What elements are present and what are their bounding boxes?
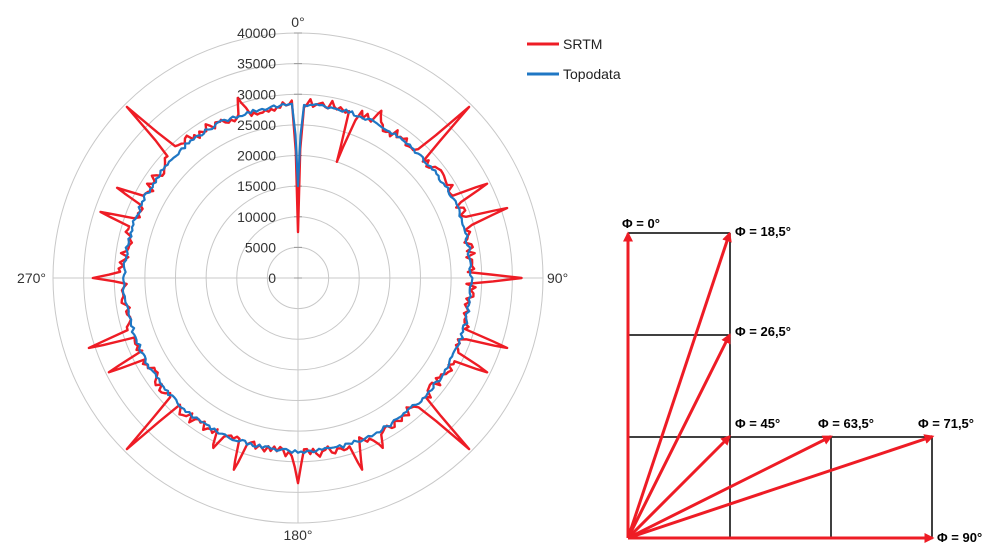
vector-arrow-5	[627, 434, 935, 540]
label-phi-90: Φ = 90°	[937, 530, 982, 545]
vector-arrow-4	[627, 435, 833, 540]
radial-tick-label: 10000	[237, 209, 276, 225]
polar-chart: 0 5000 10000 15000 20000 25000 30000 35000 40000…	[17, 14, 621, 543]
label-phi-71-5: Φ = 71,5°	[918, 416, 974, 431]
label-phi-26-5: Φ = 26,5°	[735, 324, 791, 339]
radial-tick-label: 40000	[237, 25, 276, 41]
radial-tick-label: 20000	[237, 148, 276, 164]
angle-label-0: 0°	[291, 14, 304, 30]
radial-tick-label: 25000	[237, 117, 276, 133]
vector-arrow-1	[626, 231, 732, 539]
label-phi-45: Φ = 45°	[735, 416, 780, 431]
radial-tick-label: 0	[268, 270, 276, 286]
vector-arrow-2	[626, 333, 731, 539]
radial-tick-label: 15000	[237, 178, 276, 194]
radial-tick-label: 5000	[245, 239, 276, 255]
legend: SRTM Topodata	[527, 36, 621, 82]
angle-label-90: 90°	[547, 270, 568, 286]
radial-tick-label: 30000	[237, 86, 276, 102]
vector-labels: Φ = 0° Φ = 18,5° Φ = 26,5° Φ = 45° Φ = 6…	[622, 216, 982, 545]
angle-label-180: 180°	[284, 527, 313, 543]
radial-tick-labels: 0 5000 10000 15000 20000 25000 30000 35000 40000	[237, 25, 276, 286]
legend-label-srtm: SRTM	[563, 36, 602, 52]
polar-series	[87, 96, 523, 485]
angle-label-270: 270°	[17, 270, 46, 286]
label-phi-0: Φ = 0°	[622, 216, 660, 231]
label-phi-63-5: Φ = 63,5°	[818, 416, 874, 431]
radial-tick-label: 35000	[237, 56, 276, 72]
vector-arrows	[623, 231, 935, 543]
series-line-topodata	[121, 102, 474, 455]
legend-label-topodata: Topodata	[563, 66, 621, 82]
vector-arrow-3	[626, 435, 731, 540]
vector-diagram: Φ = 0° Φ = 18,5° Φ = 26,5° Φ = 45° Φ = 6…	[622, 216, 982, 545]
label-phi-18-5: Φ = 18,5°	[735, 224, 791, 239]
angle-labels: 0° 90° 180° 270°	[17, 14, 568, 543]
